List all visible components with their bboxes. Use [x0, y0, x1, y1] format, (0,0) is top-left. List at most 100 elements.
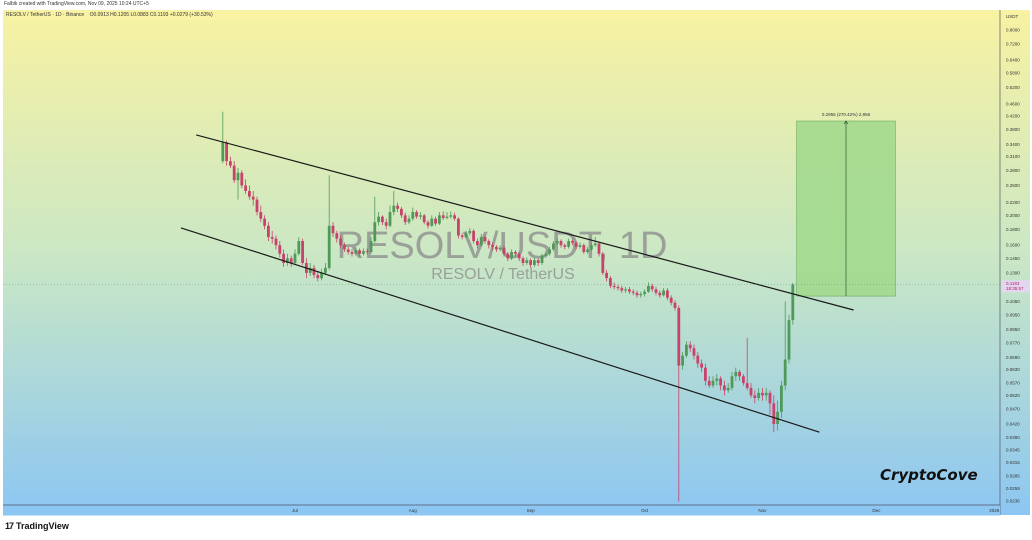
candle-body: [381, 216, 384, 223]
candle: [753, 390, 757, 404]
candle: [457, 217, 460, 239]
candle-body: [301, 241, 304, 263]
price-tick-label: 0.2800: [1006, 168, 1020, 173]
candle: [301, 238, 304, 265]
candle-body: [289, 258, 293, 263]
candle-body: [278, 245, 282, 254]
candle-body: [327, 225, 331, 268]
candle-body: [479, 237, 483, 246]
candle-body: [460, 235, 464, 238]
price-tick-label: 0.0570: [1006, 381, 1020, 386]
candle-body: [453, 215, 456, 219]
price-range-measure[interactable]: 0.2956 (270.42%) 2,956: [796, 112, 896, 297]
candle: [445, 212, 449, 220]
candle: [548, 246, 551, 256]
candle-body: [715, 378, 719, 381]
candle-body: [719, 378, 722, 386]
candle-body: [586, 249, 589, 253]
candle-body: [647, 285, 650, 292]
candle: [544, 251, 548, 258]
candle: [388, 205, 392, 228]
candle: [491, 242, 494, 251]
tradingview-logo[interactable]: 17 TradingView: [5, 521, 69, 531]
price-tick-label: 0.8000: [1006, 28, 1020, 33]
candle-body: [343, 245, 346, 250]
candle-body: [616, 286, 620, 289]
candle-body: [620, 288, 624, 291]
candle-body: [407, 218, 411, 223]
time-axis[interactable]: [3, 505, 1000, 516]
candle-body: [255, 199, 259, 213]
candle-body: [263, 218, 266, 226]
candle: [533, 257, 536, 267]
candle: [415, 210, 418, 219]
candle: [601, 252, 605, 275]
candle-body: [624, 289, 627, 291]
candle-body: [320, 272, 323, 279]
candle-body: [267, 225, 270, 238]
candle: [529, 258, 532, 268]
candle: [593, 237, 597, 247]
candle-body: [365, 251, 369, 253]
channel-trendline[interactable]: [196, 134, 854, 311]
candle: [449, 211, 453, 219]
candle: [612, 282, 616, 290]
symbol-info[interactable]: RESOLV / TetherUS · 1D · Binance: [6, 12, 85, 18]
candle-body: [495, 246, 498, 250]
candle-body: [274, 238, 278, 246]
candle-body: [734, 371, 738, 377]
signature: CryptoCove: [880, 466, 978, 484]
candle: [289, 255, 293, 267]
price-tick-label: 0.0850: [1006, 327, 1020, 332]
candle: [483, 235, 487, 244]
candle-body: [438, 215, 441, 224]
candle: [662, 288, 665, 297]
price-tick-label: 0.6400: [1006, 57, 1020, 62]
trendlines[interactable]: [3, 134, 1000, 433]
price-axis[interactable]: 0.8000 0.7200 0.6400 0.5800 0.5200 0.4600 0.42…: [1006, 28, 1020, 504]
candle-body: [658, 292, 662, 296]
candle-body: [293, 253, 297, 263]
candle: [685, 341, 688, 358]
candle: [472, 229, 475, 244]
candle: [654, 286, 658, 296]
candle: [711, 376, 715, 388]
price-tick-label: 0.0630: [1006, 367, 1020, 372]
candle-body: [711, 380, 715, 386]
candle-body: [772, 403, 776, 424]
time-tick-label: Dec: [872, 508, 881, 513]
candle-body: [704, 367, 707, 381]
candle-body: [609, 278, 612, 286]
price-tick-label: 0.5200: [1006, 85, 1020, 90]
price-chart[interactable]: RESOLV/USDT, 1D RESOLV / TetherUS 0.2956…: [0, 0, 1032, 518]
candle-body: [476, 241, 479, 246]
candle-body: [650, 285, 654, 290]
candle-body: [764, 392, 768, 396]
price-tick-label: 0.5800: [1006, 70, 1020, 75]
candle-body: [331, 225, 335, 234]
channel-trendline[interactable]: [180, 227, 820, 433]
price-tick-label: 0.0315: [1006, 460, 1020, 465]
candle: [255, 196, 259, 216]
candle-body: [517, 253, 521, 259]
candle-body: [388, 212, 392, 226]
tradingview-logo-icon: 17: [5, 521, 14, 531]
candle: [331, 222, 335, 238]
candle: [616, 284, 620, 291]
candle-body: [373, 222, 377, 242]
candle: [719, 376, 722, 391]
candle-body: [232, 165, 236, 181]
candle: [335, 230, 339, 243]
candle-body: [593, 243, 597, 246]
candle-body: [628, 289, 631, 292]
candle-body: [730, 376, 734, 388]
price-tick-label: 0.7200: [1006, 42, 1020, 47]
candle: [749, 383, 753, 398]
candle-body: [354, 250, 358, 254]
price-tick-label: 0.1600: [1006, 243, 1020, 248]
price-tick-label: 0.0420: [1006, 421, 1020, 426]
candle: [571, 239, 574, 246]
price-tick-label: 0.0236: [1006, 499, 1020, 504]
candle: [274, 235, 278, 250]
candle-body: [707, 380, 711, 386]
